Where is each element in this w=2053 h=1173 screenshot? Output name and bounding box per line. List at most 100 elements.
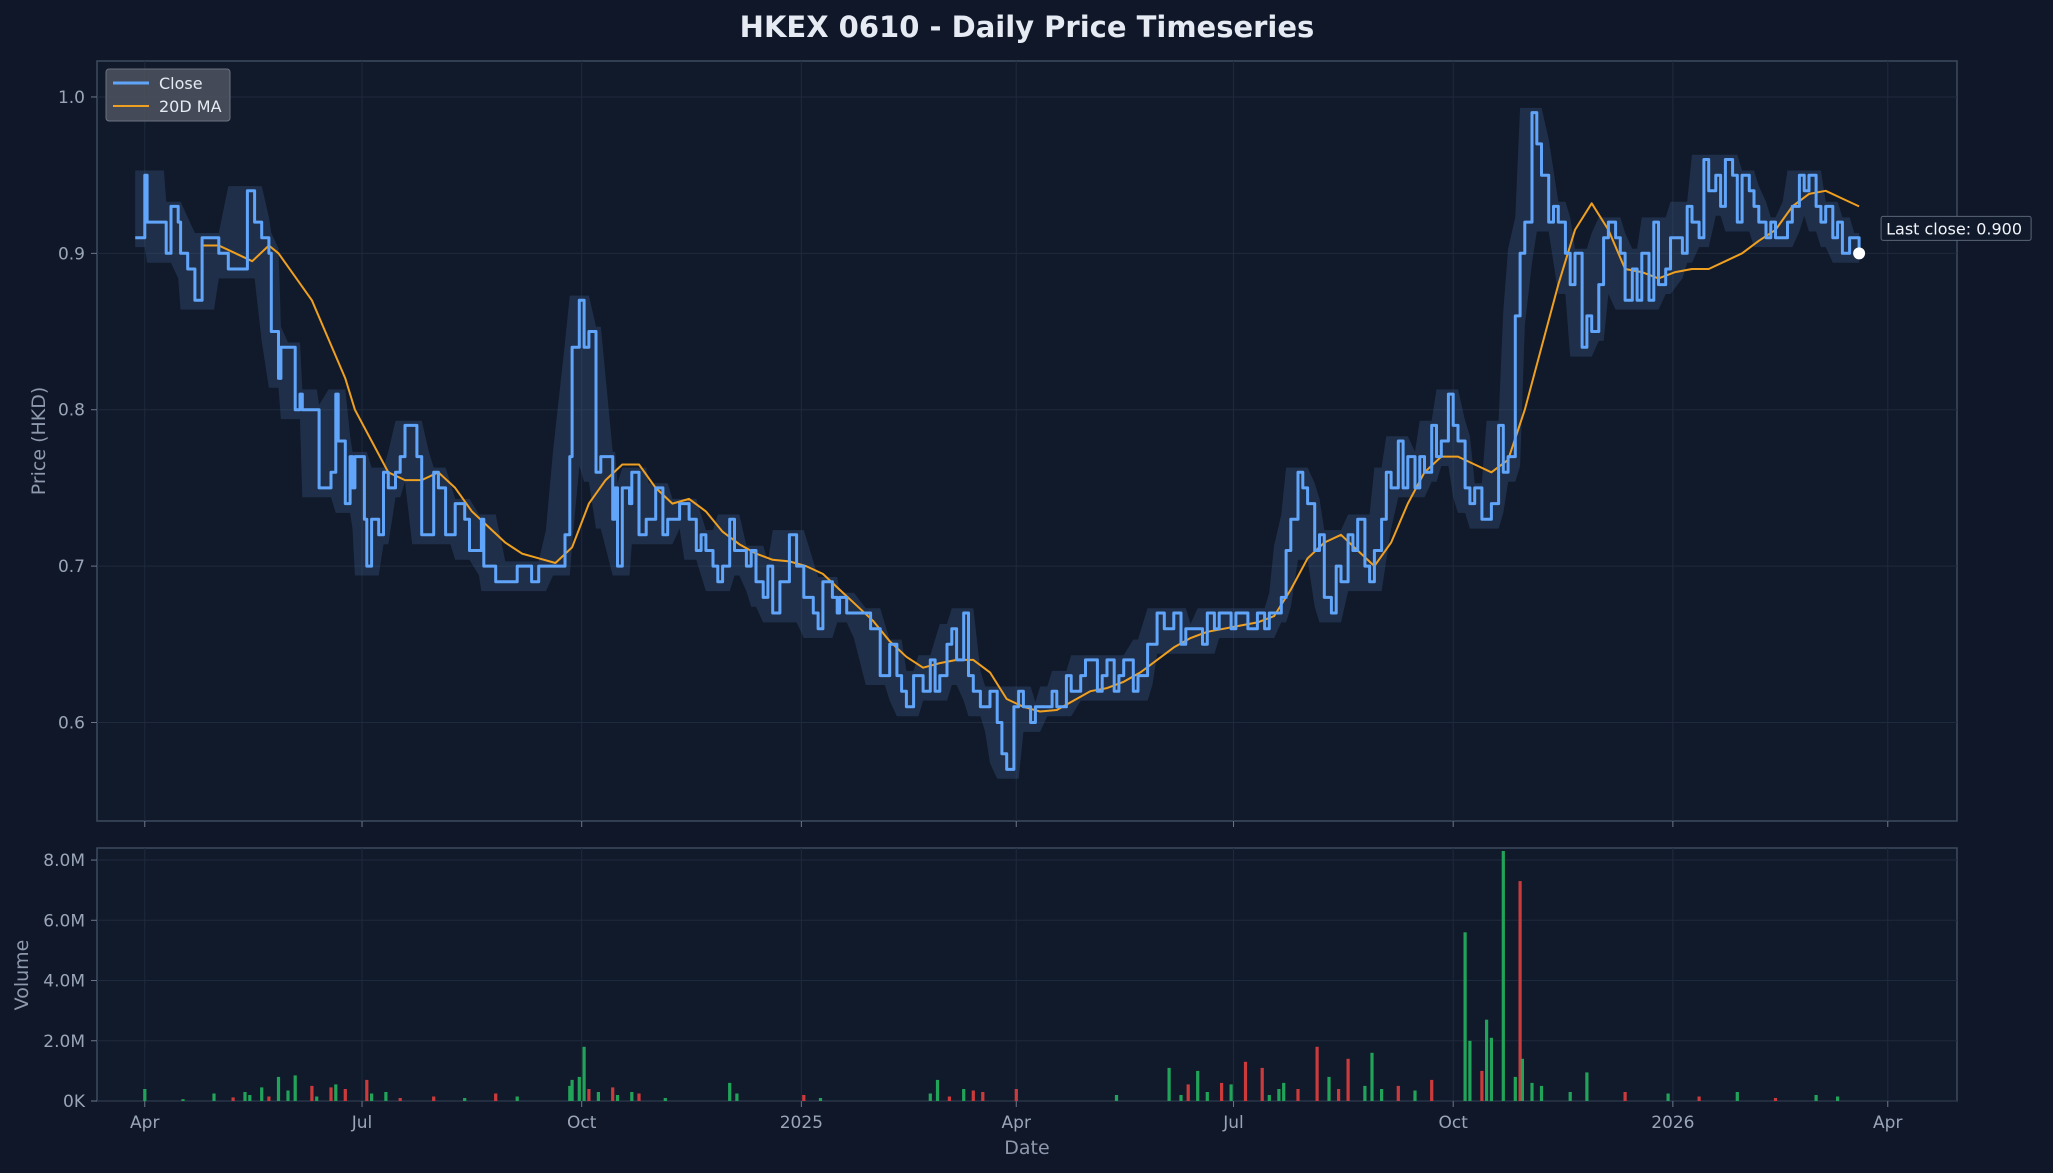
x-tick-label: 2026 <box>1651 1113 1694 1133</box>
volume-bar-up <box>630 1092 634 1101</box>
volume-bar-up <box>1267 1095 1271 1101</box>
volume-bar-up <box>568 1085 572 1101</box>
volume-bar-up <box>1282 1082 1286 1101</box>
volume-bar-up <box>515 1096 519 1101</box>
volume-bar-down <box>267 1096 271 1101</box>
price-panel <box>96 60 1958 822</box>
volume-bar-up <box>1468 1040 1472 1101</box>
volume-bar-up <box>1836 1096 1840 1101</box>
volume-y-tick-label: 0K <box>63 1092 86 1112</box>
volume-bar-down <box>1623 1092 1627 1101</box>
volume-y-tick-label: 8.0M <box>43 851 85 871</box>
x-tick-label: Jul <box>1222 1113 1244 1133</box>
volume-bar-up <box>1666 1093 1670 1101</box>
legend-ma-label: 20D MA <box>159 97 222 116</box>
volume-bar-down <box>1014 1089 1018 1101</box>
volume-bar-up <box>596 1092 600 1101</box>
x-tick-label: Apr <box>1873 1113 1902 1133</box>
volume-bar-down <box>981 1092 985 1101</box>
price-y-label: Price (HKD) <box>28 387 50 496</box>
volume-bar-down <box>1518 881 1522 1101</box>
volume-bar-up <box>181 1099 185 1101</box>
x-tick-label: Oct <box>567 1113 597 1133</box>
volume-bars <box>143 851 1840 1102</box>
volume-x-ticks: Apr Jul Oct 2025 Apr Jul Oct 2026 Apr <box>130 1101 1902 1133</box>
volume-bar-up <box>1327 1076 1331 1101</box>
volume-bar-up <box>663 1098 667 1101</box>
volume-bar-up <box>735 1093 739 1101</box>
volume-bar-up <box>1229 1084 1233 1101</box>
volume-bar-down <box>1260 1067 1264 1101</box>
price-y-tick-label: 0.6 <box>58 713 85 733</box>
volume-bar-up <box>315 1096 319 1101</box>
volume-bar-down <box>1337 1089 1341 1101</box>
volume-bar-down <box>365 1079 369 1101</box>
volume-y-label: Volume <box>11 940 33 1011</box>
volume-y-tick-label: 6.0M <box>43 911 85 931</box>
price-y-tick-label: 0.8 <box>58 401 85 421</box>
volume-y-tick-label: 2.0M <box>43 1032 85 1052</box>
volume-bar-down <box>1346 1058 1350 1101</box>
volume-bar-up <box>935 1079 940 1101</box>
price-y-ticks: 0.6 0.7 0.8 0.9 1.0 <box>58 88 97 733</box>
volume-bar-up <box>243 1092 247 1101</box>
volume-bar-up <box>1205 1092 1209 1101</box>
volume-bar-up <box>1513 1076 1517 1101</box>
volume-bar-up <box>1413 1090 1417 1101</box>
volume-bar-down <box>1430 1079 1434 1101</box>
volume-bar-down <box>971 1090 975 1101</box>
volume-bar-up <box>1530 1082 1534 1101</box>
volume-bar-up <box>248 1095 252 1101</box>
volume-bar-down <box>611 1087 615 1101</box>
volume-bar-up <box>1380 1089 1384 1101</box>
volume-bar-down <box>1480 1070 1484 1101</box>
volume-bar-up <box>577 1076 581 1101</box>
volume-bar-up <box>1463 932 1467 1101</box>
volume-bar-down <box>1773 1098 1778 1101</box>
last-close-box <box>1880 215 2032 241</box>
x-tick-label: Jul <box>351 1113 373 1133</box>
last-close-annotation: Last close: 0.900 <box>1853 215 2032 260</box>
legend-close-label: Close <box>159 74 203 93</box>
volume-bar-down <box>1186 1084 1190 1101</box>
volume-grid <box>97 848 1957 1102</box>
x-tick-label: Apr <box>1002 1113 1031 1133</box>
volume-y-tick-label: 4.0M <box>43 972 85 992</box>
volume-bar-down <box>1315 1046 1319 1101</box>
volume-bar-up <box>260 1087 264 1101</box>
volume-bar-up <box>1485 1019 1489 1101</box>
x-axis-label: Date <box>1004 1137 1049 1159</box>
volume-bar-up <box>1370 1052 1374 1101</box>
volume-bar-down <box>947 1096 951 1101</box>
volume-bar-up <box>1167 1067 1171 1101</box>
volume-bar-up <box>1363 1085 1367 1101</box>
volume-bar-up <box>276 1076 281 1101</box>
volume-bar-up <box>1735 1092 1739 1101</box>
volume-bar-up <box>1520 1058 1524 1101</box>
legend: Close 20D MA <box>105 68 231 122</box>
price-x-ticks <box>144 821 1889 827</box>
x-tick-label: Apr <box>130 1113 159 1133</box>
chart-title: HKEX 0610 - Daily Price Timeseries <box>740 10 1315 44</box>
volume-bar-up <box>1814 1095 1818 1101</box>
volume-y-ticks: 0K 2.0M 4.0M 6.0M 8.0M <box>43 851 97 1112</box>
x-tick-label: 2025 <box>780 1113 823 1133</box>
x-tick-label: Oct <box>1438 1113 1468 1133</box>
volume-bar-up <box>582 1046 586 1101</box>
price-lines <box>135 111 1861 771</box>
volume-bar-down <box>1220 1082 1224 1101</box>
last-close-marker <box>1853 247 1866 260</box>
volume-bar-down <box>587 1089 591 1101</box>
volume-bar-up <box>1114 1095 1119 1101</box>
volume-bar-down <box>231 1097 235 1101</box>
volume-panel <box>96 847 1958 1102</box>
volume-bar-up <box>615 1095 620 1101</box>
volume-bar-up <box>370 1093 374 1101</box>
volume-bar-down <box>343 1089 347 1101</box>
volume-bar-up <box>1489 1037 1493 1102</box>
volume-bar-up <box>1539 1085 1544 1101</box>
volume-bar-up <box>463 1098 467 1101</box>
volume-bar-down <box>1396 1085 1400 1101</box>
